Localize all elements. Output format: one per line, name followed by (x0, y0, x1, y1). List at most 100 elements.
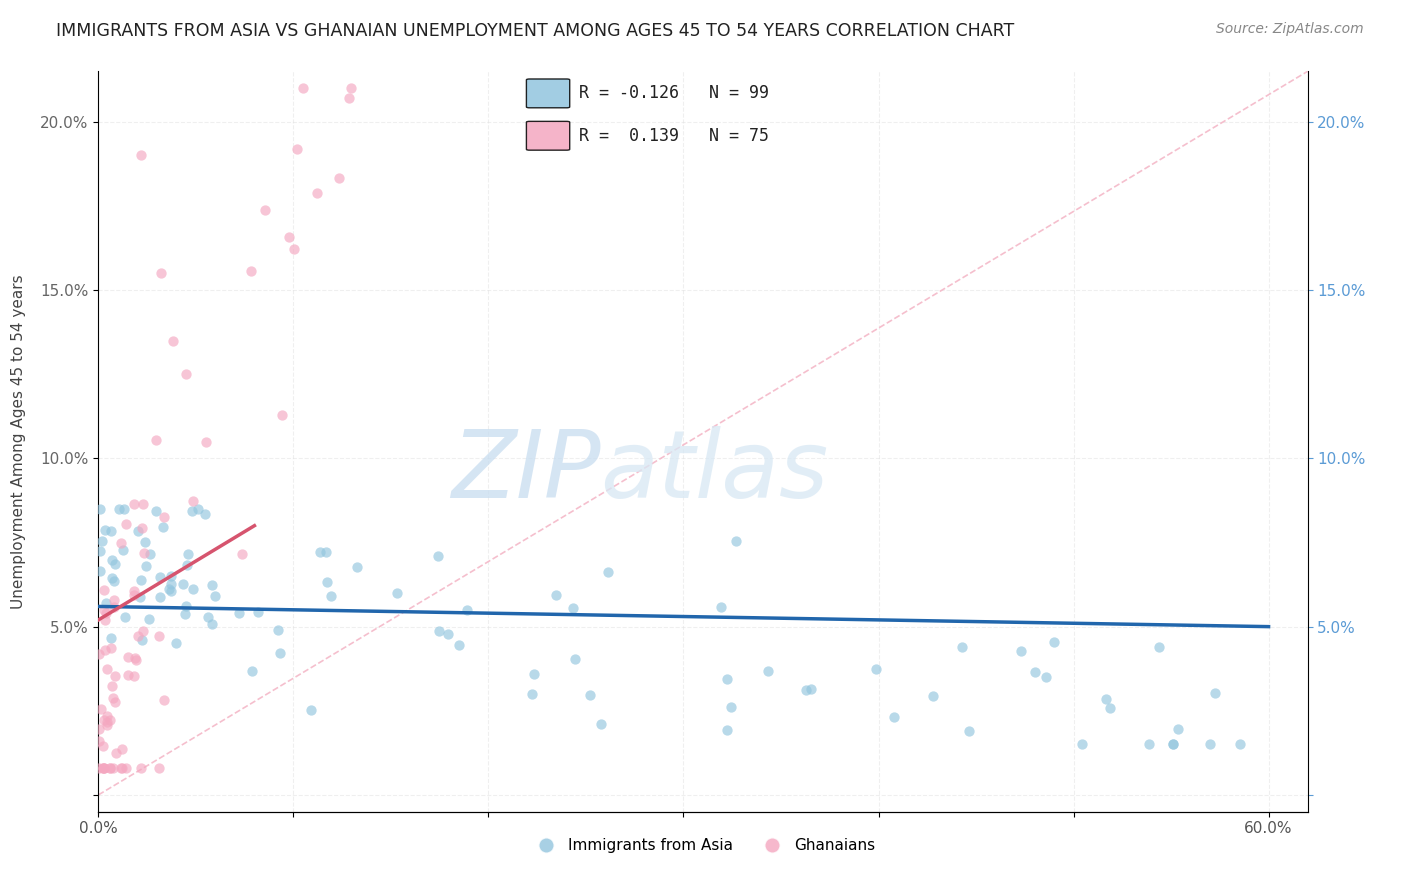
Immigrants from Asia (94, 523, 117, 537)
Immigrants from Asia (197, 610, 219, 624)
Ghanaians (124, 651, 146, 665)
Ghanaians (96, 714, 118, 729)
Ghanaians (100, 761, 122, 775)
Ghanaians (103, 599, 125, 614)
Immigrants from Asia (100, 524, 122, 539)
Immigrants from Asia (426, 549, 449, 563)
Immigrants from Asia (589, 717, 612, 731)
Immigrants from Asia (247, 605, 270, 619)
Immigrants from Asia (108, 501, 131, 516)
Ghanaians (131, 520, 153, 534)
Immigrants from Asia (309, 545, 332, 559)
Ghanaians (283, 242, 305, 256)
Immigrants from Asia (716, 723, 738, 737)
Ghanaians (122, 588, 145, 602)
Ghanaians (91, 761, 114, 775)
Immigrants from Asia (159, 584, 181, 599)
Immigrants from Asia (228, 606, 250, 620)
Immigrants from Asia (111, 543, 134, 558)
Immigrants from Asia (174, 599, 197, 613)
Immigrants from Asia (1099, 700, 1122, 714)
Immigrants from Asia (299, 703, 322, 717)
Immigrants from Asia (756, 664, 779, 678)
Ghanaians (100, 641, 122, 656)
Ghanaians (148, 629, 170, 643)
Ghanaians (125, 652, 148, 666)
Ghanaians (340, 81, 363, 95)
Immigrants from Asia (204, 589, 226, 603)
Ghanaians (132, 545, 155, 559)
Immigrants from Asia (181, 582, 204, 597)
Immigrants from Asia (1042, 634, 1064, 648)
Immigrants from Asia (794, 682, 817, 697)
Immigrants from Asia (103, 574, 125, 588)
Immigrants from Asia (957, 723, 980, 738)
Immigrants from Asia (187, 501, 209, 516)
Ghanaians (98, 761, 121, 775)
Immigrants from Asia (157, 582, 180, 596)
Ghanaians (115, 516, 138, 531)
Immigrants from Asia (1071, 738, 1094, 752)
Ghanaians (93, 761, 115, 775)
Ghanaians (93, 713, 115, 727)
Ghanaians (104, 747, 127, 761)
Immigrants from Asia (922, 690, 945, 704)
Immigrants from Asia (165, 636, 187, 650)
Immigrants from Asia (177, 547, 200, 561)
Ghanaians (153, 693, 176, 707)
Ghanaians (110, 535, 132, 549)
Ghanaians (153, 510, 176, 524)
Ghanaians (148, 761, 170, 775)
Ghanaians (87, 722, 110, 736)
Ghanaians (104, 669, 127, 683)
Immigrants from Asia (89, 564, 111, 578)
Immigrants from Asia (596, 566, 619, 580)
Ghanaians (94, 642, 117, 657)
Ghanaians (132, 497, 155, 511)
Ghanaians (307, 186, 329, 200)
FancyBboxPatch shape (526, 121, 569, 150)
Ghanaians (89, 733, 111, 747)
Ghanaians (174, 368, 197, 382)
Ghanaians (117, 667, 139, 681)
Immigrants from Asia (134, 534, 156, 549)
Ghanaians (96, 718, 118, 732)
Immigrants from Asia (173, 607, 195, 622)
Immigrants from Asia (176, 558, 198, 573)
Y-axis label: Unemployment Among Ages 45 to 54 years: Unemployment Among Ages 45 to 54 years (11, 274, 27, 609)
Ghanaians (127, 629, 149, 643)
Immigrants from Asia (1024, 665, 1046, 680)
Immigrants from Asia (101, 572, 124, 586)
Immigrants from Asia (546, 588, 568, 602)
Immigrants from Asia (152, 520, 174, 534)
Ghanaians (93, 602, 115, 616)
Ghanaians (285, 142, 308, 156)
Immigrants from Asia (129, 591, 152, 605)
Immigrants from Asia (101, 553, 124, 567)
Ghanaians (131, 148, 153, 162)
Immigrants from Asia (149, 570, 172, 584)
Ghanaians (271, 408, 294, 422)
Ghanaians (181, 493, 204, 508)
Immigrants from Asia (201, 616, 224, 631)
Ghanaians (94, 613, 117, 627)
Immigrants from Asia (269, 646, 291, 660)
Immigrants from Asia (240, 664, 263, 678)
Immigrants from Asia (89, 501, 111, 516)
Ghanaians (111, 741, 134, 756)
Ghanaians (231, 548, 253, 562)
Immigrants from Asia (579, 688, 602, 702)
Ghanaians (278, 230, 301, 244)
Text: atlas: atlas (600, 425, 828, 516)
Immigrants from Asia (112, 501, 135, 516)
Ghanaians (162, 334, 184, 348)
Ghanaians (328, 171, 350, 186)
Ghanaians (101, 679, 124, 693)
Immigrants from Asia (447, 638, 470, 652)
Ghanaians (89, 761, 111, 775)
Ghanaians (93, 582, 115, 597)
Ghanaians (90, 702, 112, 716)
Immigrants from Asia (127, 524, 149, 538)
Immigrants from Asia (138, 612, 160, 626)
Ghanaians (103, 593, 125, 607)
